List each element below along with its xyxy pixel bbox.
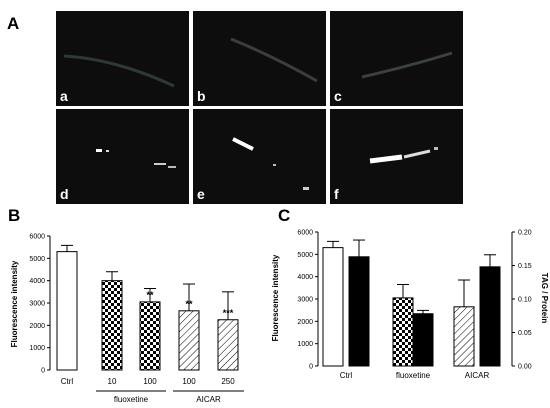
chart-c-y2tick-label: 0.05 [518, 330, 532, 337]
chart-b-ylabel: Fluorescence intensity [10, 260, 19, 347]
chart-c-fluorescence-bar [322, 247, 344, 367]
chart-b-ytick-label: 4000 [29, 278, 45, 285]
chart-c-y2tick-label: 0.15 [518, 263, 532, 270]
chart-b-category-label: 250 [221, 377, 235, 386]
panel-a-letter: A [7, 14, 20, 33]
chart-b-ytick-label: 3000 [29, 301, 45, 308]
chart-b-bar [178, 310, 200, 371]
chart-b-ytick-label: 1000 [29, 345, 45, 352]
chart-c-tag-bar [348, 256, 370, 367]
chart-c-ylabel: Fluorescence intensity [271, 254, 280, 341]
micrograph-f: f [330, 109, 463, 204]
chart-b-category-label: 100 [182, 377, 196, 386]
chart-b: Fluorescence intensity 0 1000 2000 3000 4000… [10, 234, 244, 404]
chart-c-ytick-label: 5000 [297, 252, 313, 259]
chart-c-ytick-label: 3000 [297, 297, 313, 304]
chart-b-bar [56, 251, 78, 371]
chart-c-group-label: Ctrl [340, 371, 353, 380]
chart-c-group-label: fluoxetine [396, 371, 431, 380]
chart-c-ytick-label: 4000 [297, 274, 313, 281]
chart-c-y2tick-label: 0.00 [518, 364, 532, 371]
chart-c-y2label: TAG / Protein [540, 273, 549, 324]
micrograph-label-b: b [197, 88, 206, 104]
chart-b-category-label: 10 [108, 377, 117, 386]
chart-b-bar [217, 319, 239, 371]
chart-c: Fluorescence intensity TAG / Protein 0 10… [271, 230, 549, 381]
chart-c-y2tick-label: 0.20 [518, 230, 532, 237]
micrograph-label-d: d [60, 186, 69, 202]
chart-b-bar [101, 280, 123, 371]
micrograph-b: b [193, 11, 326, 106]
chart-b-group-label: fluoxetine [114, 395, 149, 404]
panel-c-letter: C [278, 206, 291, 225]
chart-b-category-label: Ctrl [61, 377, 74, 386]
chart-b-category-label: 100 [143, 377, 157, 386]
chart-c-fluorescence-bar [392, 297, 414, 367]
chart-c-tag-bar [412, 313, 434, 367]
chart-b-ytick-label: 2000 [29, 323, 45, 330]
panel-b-letter: B [8, 206, 21, 225]
micrograph-label-e: e [197, 186, 205, 202]
micrograph-c: c [330, 11, 463, 106]
chart-b-ytick-label: 6000 [29, 234, 45, 241]
micrograph-d: d [56, 109, 189, 204]
chart-c-ytick-label: 6000 [297, 230, 313, 237]
chart-c-fluorescence-bar [453, 306, 475, 367]
chart-c-ytick-label: 0 [309, 364, 313, 371]
chart-b-bar [139, 301, 161, 371]
chart-c-y2tick-label: 0.10 [518, 297, 532, 304]
micrograph-label-c: c [334, 88, 342, 104]
chart-c-tag-bar [479, 266, 501, 367]
micrograph-label-f: f [334, 186, 339, 202]
micrograph-a: a [56, 11, 189, 106]
chart-b-ytick-label: 5000 [29, 256, 45, 263]
chart-c-ytick-label: 1000 [297, 341, 313, 348]
chart-b-ytick-label: 0 [41, 368, 45, 375]
chart-c-ytick-label: 2000 [297, 319, 313, 326]
micrograph-e: e [193, 109, 326, 204]
chart-b-significance: *** [223, 308, 234, 318]
chart-b-group-label: AICAR [196, 395, 221, 404]
chart-c-group-label: AICAR [465, 371, 490, 380]
micrograph-label-a: a [60, 88, 68, 104]
chart-b-significance: ** [146, 290, 154, 300]
chart-b-significance: ** [185, 299, 193, 309]
